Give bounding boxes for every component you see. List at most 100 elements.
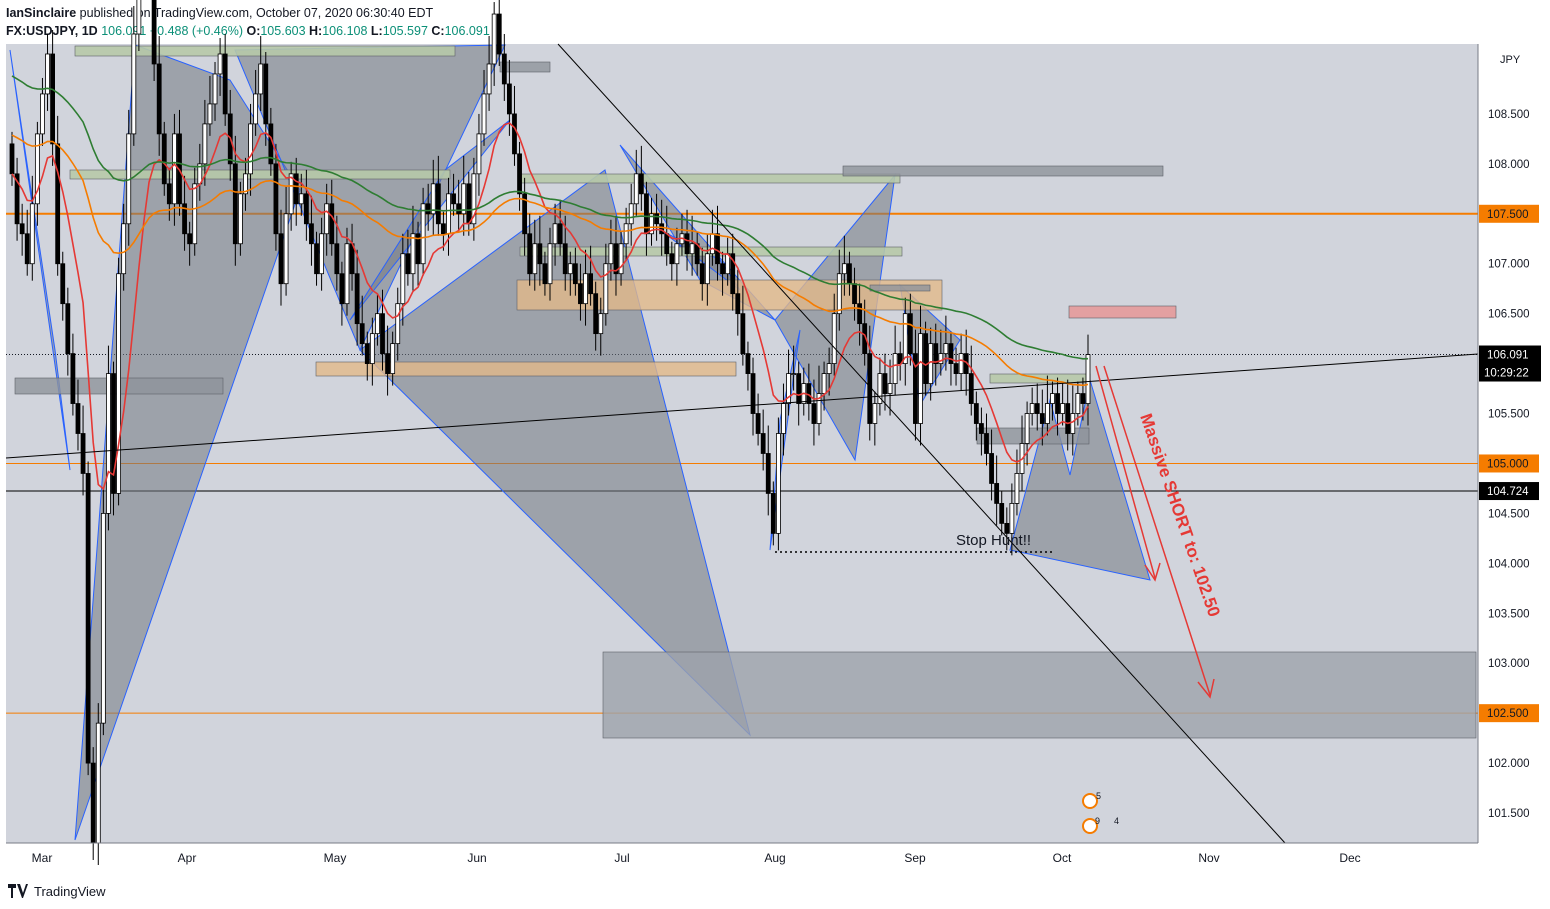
candle-192 [984, 413, 989, 466]
candle-body [628, 203, 634, 225]
candle-body [451, 193, 456, 205]
candle-body [248, 123, 253, 175]
level-price-badge [1479, 454, 1539, 473]
candle-201 [1029, 387, 1035, 426]
candle-body [430, 183, 436, 215]
candle-9 [55, 115, 61, 276]
last-price-badge [1479, 345, 1541, 382]
candle-50 [263, 51, 269, 146]
candle-body [613, 243, 619, 275]
candle-179 [918, 305, 923, 446]
currency-label: JPY [1500, 54, 1521, 66]
candle-body [618, 243, 624, 275]
candle-body [1044, 403, 1050, 424]
candle-body [588, 273, 594, 295]
candle-76 [395, 287, 401, 361]
zone-6 [842, 165, 1164, 177]
candle-body [770, 493, 776, 534]
candle-body [70, 353, 76, 404]
candle-body [887, 383, 893, 394]
candle-body [1060, 403, 1066, 414]
candle-body [400, 253, 406, 305]
candle-body [699, 263, 705, 285]
candle-body [283, 213, 289, 285]
candle-body [1055, 393, 1060, 414]
candle-99 [512, 85, 517, 166]
candle-body [512, 113, 517, 155]
change-value: +0.488 (+0.46%) [149, 24, 243, 38]
candle-body [791, 373, 797, 375]
candle-body [202, 123, 208, 165]
candle-60 [314, 231, 319, 286]
symbol-label[interactable]: FX:USDJPY, 1D [6, 24, 98, 38]
candle-body [907, 313, 913, 355]
time-tick-label: May [324, 851, 347, 865]
candle-body [567, 263, 573, 275]
candle-body [786, 373, 791, 404]
candle-45 [237, 181, 243, 256]
candle-167 [857, 283, 863, 346]
candle-body [979, 423, 984, 434]
candle-body [50, 53, 56, 145]
candle-body [476, 133, 482, 175]
candle-body [654, 213, 659, 225]
candle-189 [968, 345, 974, 416]
short-arrow-2 [1103, 365, 1211, 696]
candle-53 [278, 209, 284, 306]
candle-body [517, 153, 522, 195]
time-tick-label: Jun [467, 851, 486, 865]
candle-110 [567, 251, 573, 296]
candle-180 [923, 321, 928, 396]
candle-body [415, 233, 421, 265]
open-label: O: [246, 24, 261, 38]
candle-body [933, 343, 939, 365]
candle-body [446, 193, 451, 235]
candle-82 [425, 183, 431, 231]
candle-body [552, 223, 558, 245]
tradingview-logo-icon[interactable] [8, 884, 28, 898]
candle-body [882, 373, 888, 394]
candle-140 [720, 251, 725, 296]
candle-102 [527, 213, 533, 286]
candle-body [90, 762, 96, 844]
candle-body [522, 193, 528, 235]
candle-130 [669, 241, 675, 281]
candle-105 [542, 251, 548, 296]
candle-body [172, 133, 177, 205]
zone-9 [602, 651, 1477, 739]
candle-36 [192, 167, 198, 256]
candle-143 [735, 269, 741, 336]
candle-body [593, 293, 599, 335]
candle-94 [486, 36, 492, 111]
candle-191 [979, 407, 984, 456]
price-tick-label: 103.500 [1488, 608, 1530, 620]
candle-body [314, 243, 319, 275]
candle-body [542, 263, 548, 285]
candle-88 [456, 179, 462, 231]
candle-91 [471, 157, 477, 241]
chart-header: IanSinclaire published on TradingView.co… [6, 4, 1466, 40]
harmonic-patterns [9, 44, 1151, 841]
candle-34 [182, 175, 187, 251]
candle-212 [1085, 334, 1091, 426]
candle-20 [111, 361, 116, 516]
candle-10 [60, 251, 66, 321]
candle-body [65, 303, 71, 355]
candle-body [684, 233, 690, 255]
candle-126 [649, 197, 654, 246]
tradingview-brand[interactable]: TradingView [34, 883, 106, 899]
price-tick-label: 108.500 [1488, 109, 1530, 121]
author-name[interactable]: IanSinclaire [6, 6, 77, 20]
candle-body [364, 343, 370, 365]
candle-178 [913, 329, 918, 441]
level-price-badge [1479, 482, 1539, 501]
candle-101 [522, 177, 528, 256]
candle-body [968, 373, 974, 404]
candle-92 [476, 113, 482, 196]
candle-162 [831, 293, 837, 376]
candle-body [334, 243, 340, 275]
candle-body [720, 263, 725, 275]
candle-body [182, 203, 187, 235]
candle-172 [882, 353, 888, 411]
